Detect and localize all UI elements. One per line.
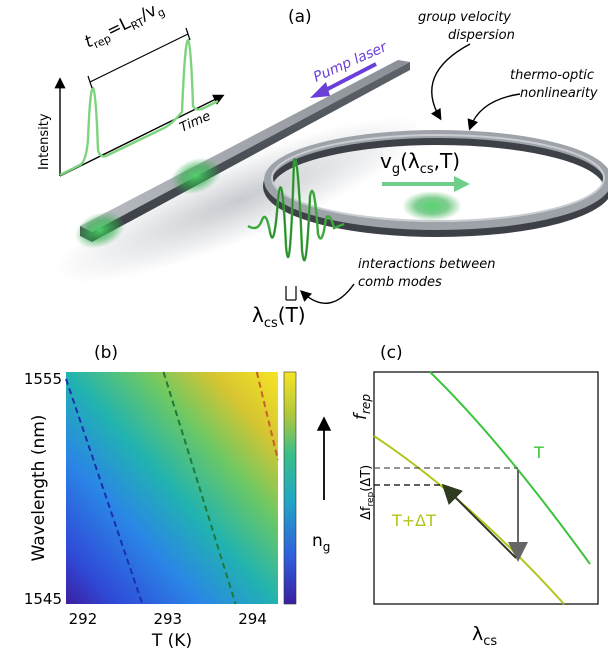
lcs-expression: λcs(T) xyxy=(252,303,306,331)
trep-bracket xyxy=(89,33,189,83)
thermo-line2: nonlinearity xyxy=(520,86,598,101)
c-x-axis-label: λcs xyxy=(472,623,497,649)
curve-T xyxy=(429,371,591,565)
interactions-line1: interactions between xyxy=(358,257,495,272)
x-tick-label: 293 xyxy=(153,610,182,628)
x-tick-label: 294 xyxy=(238,610,267,628)
x-axis-label: T (K) xyxy=(151,631,192,651)
delta-frep-label: Δfrep(ΔT) xyxy=(359,465,376,520)
thermo-pointer xyxy=(467,93,521,131)
interactions-line2: comb modes xyxy=(358,275,442,290)
intensity-plot: trep=LRT/vg Intensity Time xyxy=(37,0,225,177)
waveguide-shadow xyxy=(53,116,427,284)
trep-formula: trep=LRT/vg xyxy=(81,0,167,54)
y-tick-label: 1555 xyxy=(24,370,62,388)
gvd-line2: dispersion xyxy=(448,28,515,43)
wave-packet-shade xyxy=(269,158,311,261)
trep-tick xyxy=(87,75,93,89)
ring-resonator xyxy=(263,130,608,237)
shift-arrow-diagonal xyxy=(441,483,517,559)
intensity-label: Intensity xyxy=(37,113,52,170)
interactions-pointer xyxy=(299,283,355,304)
heatmap xyxy=(66,372,278,604)
y-tick-label: 1545 xyxy=(24,590,62,608)
panel-c-label: (c) xyxy=(380,343,403,363)
curve-T-dT-label: T+ΔT xyxy=(391,511,436,530)
contour xyxy=(162,371,237,605)
velocity-arrow xyxy=(382,176,470,192)
time-label: Time xyxy=(178,109,214,136)
panel-a: (a) Pump laser xyxy=(37,0,608,331)
pump-laser-arrow xyxy=(310,62,377,98)
panel-b: (b) 1555 1545 292 293 294 Wavelength (nm… xyxy=(24,343,332,651)
gvd-pointer xyxy=(430,43,471,121)
c-y-axis-label: frep xyxy=(351,394,373,420)
colorbar-label: ng xyxy=(312,531,330,554)
panel-c: (c) frep Δfrep(ΔT) T T+ΔT λcs xyxy=(351,343,599,649)
curve-T-dT xyxy=(373,435,565,605)
gvd-line1: group velocity xyxy=(418,10,511,25)
panel-a-label: (a) xyxy=(288,7,312,27)
vg-expression: vg(λcs,T) xyxy=(380,149,460,177)
colorbar xyxy=(283,371,297,605)
pulse-glow xyxy=(402,191,462,221)
y-axis-label: Wavelength (nm) xyxy=(29,415,49,562)
plot-frame xyxy=(373,371,599,605)
pulse-glow xyxy=(170,157,222,195)
panel-b-label: (b) xyxy=(94,343,118,363)
contour xyxy=(255,371,279,461)
x-tick-label: 292 xyxy=(69,610,98,628)
curve-T-label: T xyxy=(533,443,544,462)
intensity-trace xyxy=(59,38,219,177)
thermo-line1: thermo-optic xyxy=(510,68,594,83)
pulse-glow xyxy=(74,211,126,249)
trep-tick xyxy=(185,27,191,41)
